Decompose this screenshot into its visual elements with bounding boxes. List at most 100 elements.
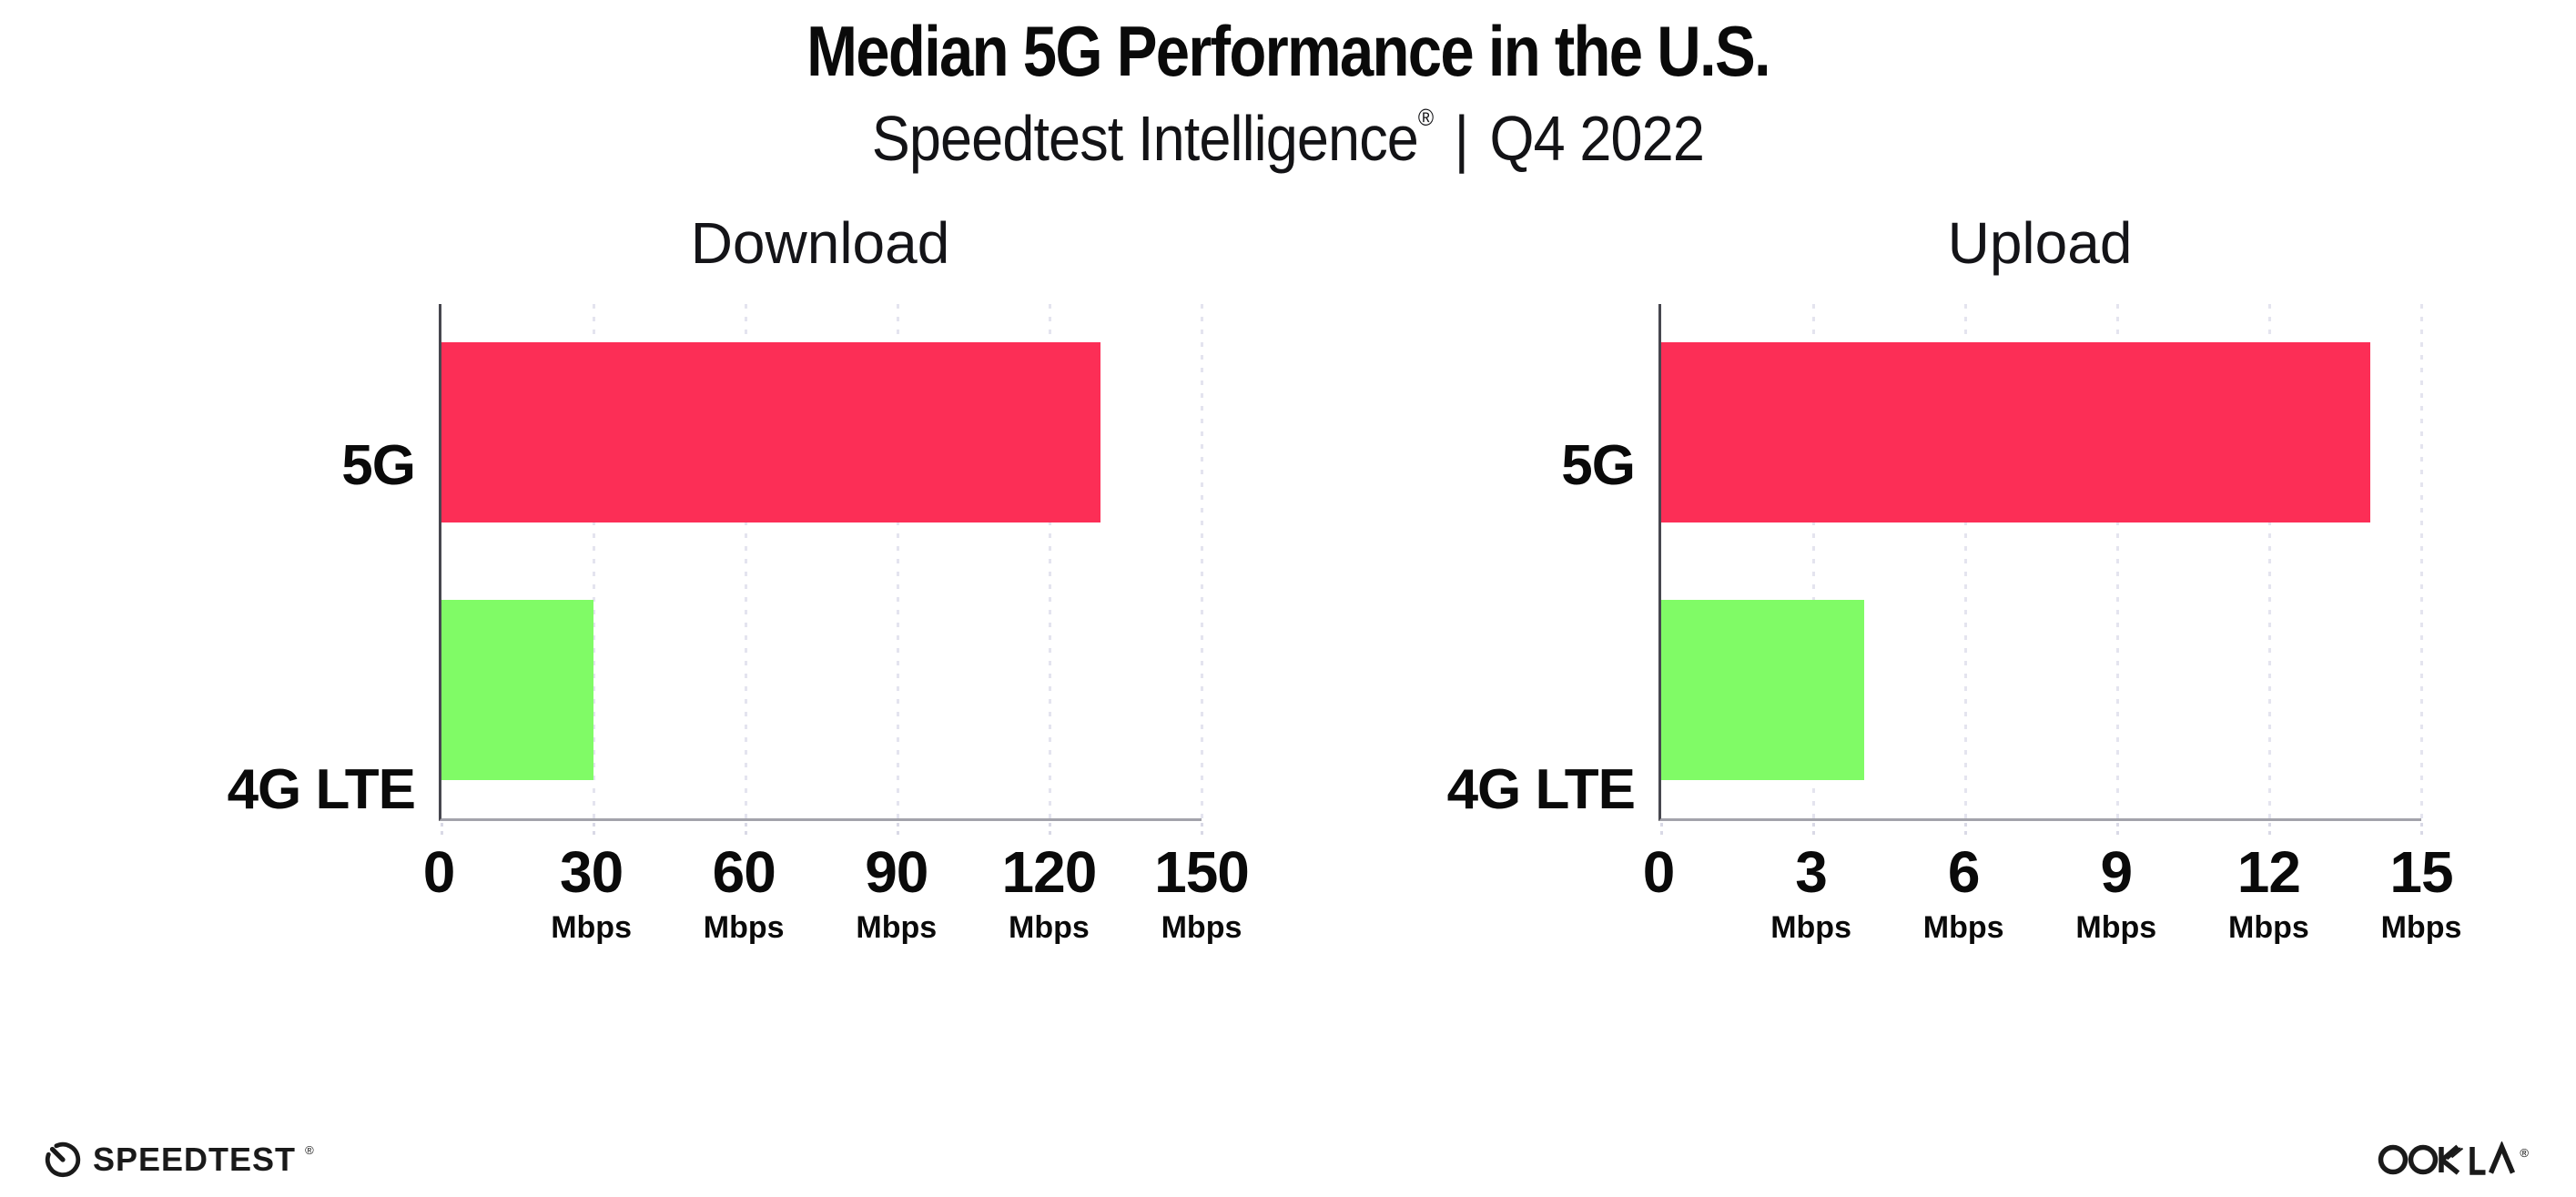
gridline	[744, 303, 747, 819]
y-axis-labels: 5G 4G LTE	[155, 304, 439, 952]
x-tick: 15 Mbps	[2381, 843, 2462, 946]
x-tick: 90 Mbps	[856, 843, 937, 946]
tick-value: 0	[422, 839, 456, 906]
category-label-4g-lte: 4G LTE	[227, 758, 416, 822]
x-axis-ticks: 0 3 Mbps 6 Mbps 9 Mbps 12 Mbps 15 Mbps	[1643, 843, 2462, 952]
tick-unit: Mbps	[2075, 910, 2157, 946]
plot-area-upload	[1658, 303, 2423, 837]
x-tick: 0	[1642, 839, 1676, 906]
y-label-row: 4G LTE	[1374, 628, 1658, 952]
bar-4g-lte	[1661, 599, 1864, 780]
tick-mark	[1048, 823, 1051, 837]
gridline	[1811, 303, 1815, 819]
page-subtitle: Speedtest Intelligence® | Q4 2022	[0, 102, 2576, 175]
chart-body-upload: 5G 4G LTE 0 3 Mbps 6 Mbps 9 Mbps 12 Mbps 15 Mbps	[1374, 303, 2462, 952]
tick-value: 12	[2236, 839, 2301, 906]
tick-value: 6	[1947, 839, 1981, 906]
subtitle-divider: |	[1454, 102, 1469, 174]
speedtest-logo: SPEEDTEST ®	[42, 1139, 314, 1181]
bar-5g	[1661, 342, 2371, 523]
tick-unit: Mbps	[1009, 910, 1090, 946]
tick-value: 120	[1001, 839, 1098, 906]
chart-title-upload: Upload	[1947, 209, 2133, 276]
tick-unit: Mbps	[1922, 910, 2004, 946]
speedtest-wordmark: SPEEDTEST	[93, 1141, 297, 1178]
bar-row	[441, 304, 1202, 562]
page-subtitle-text: Speedtest Intelligence® | Q4 2022	[871, 102, 1705, 175]
subtitle-brand: Speedtest Intelligence	[871, 102, 1419, 174]
gridline	[1200, 303, 1203, 819]
x-tick: 120 Mbps	[1001, 839, 1098, 946]
y-axis-labels: 5G 4G LTE	[1374, 304, 1658, 952]
tick-unit: Mbps	[856, 910, 938, 946]
tick-mark	[1200, 823, 1203, 837]
y-label-row: 5G	[1374, 304, 1658, 628]
tick-unit: Mbps	[703, 910, 785, 946]
ookla-logo: OOKLA ®	[2378, 1141, 2529, 1178]
x-tick: 9 Mbps	[2075, 843, 2156, 946]
chart-body-download: 5G 4G LTE 0 30 Mbps 60 Mbps 90 Mbps 120 Mbps 150 Mbp…	[155, 303, 1250, 952]
subtitle-period: Q4 2022	[1489, 102, 1705, 174]
tick-mark	[440, 823, 443, 837]
y-label-row: 4G LTE	[155, 628, 439, 952]
x-tick: 30 Mbps	[551, 843, 632, 946]
page-title: Median 5G Performance in the U.S.	[0, 11, 2576, 91]
tick-mark	[2419, 823, 2423, 837]
tick-value: 9	[2100, 839, 2134, 906]
header: Median 5G Performance in the U.S. Speedt…	[0, 0, 2576, 175]
y-label-row: 5G	[155, 304, 439, 628]
gridline	[2419, 303, 2423, 819]
plot-wrap-upload: 0 3 Mbps 6 Mbps 9 Mbps 12 Mbps 15 Mbps	[1643, 303, 2462, 952]
tick-value: 90	[865, 839, 928, 906]
tick-unit: Mbps	[551, 910, 632, 946]
tick-mark	[592, 823, 595, 837]
tick-mark	[744, 823, 747, 837]
x-tick: 150 Mbps	[1154, 843, 1250, 946]
category-label-5g: 5G	[341, 434, 416, 498]
registered-mark: ®	[1418, 103, 1434, 131]
speedtest-gauge-icon	[45, 1141, 81, 1178]
bar-row	[441, 562, 1202, 819]
chart-panel-upload: Upload 5G 4G LTE 0 3 Mbps 6 Mbps 9 Mbps 12 Mbps 15 Mb…	[1374, 209, 2462, 952]
tick-value: 60	[712, 839, 776, 906]
tick-unit: Mbps	[1770, 910, 1851, 946]
x-tick: 60 Mbps	[704, 843, 785, 946]
x-axis-ticks: 0 30 Mbps 60 Mbps 90 Mbps 120 Mbps 150 Mbps	[423, 839, 1250, 952]
plot-wrap-download: 0 30 Mbps 60 Mbps 90 Mbps 120 Mbps 150 Mbps	[423, 303, 1250, 952]
bar-row	[1661, 304, 2421, 562]
plot-area-download	[439, 303, 1203, 837]
ookla-wordmark	[2378, 1141, 2516, 1175]
gridline	[1963, 303, 1967, 819]
bar-4g-lte	[441, 599, 593, 780]
tick-value: 0	[1642, 839, 1676, 906]
tick-mark	[2115, 823, 2119, 837]
bar-row	[1661, 562, 2421, 819]
page-title-text: Median 5G Performance in the U.S.	[806, 11, 1771, 91]
chart-panel-download: Download 5G 4G LTE 0 30 Mbps 60 Mbps 90 Mbps 120 Mb…	[155, 209, 1250, 952]
gridline	[2115, 303, 2119, 819]
x-tick: 12 Mbps	[2228, 843, 2309, 946]
x-tick: 3 Mbps	[1770, 843, 1851, 946]
charts-row: Download 5G 4G LTE 0 30 Mbps 60 Mbps 90 Mbps 120 Mb…	[0, 209, 2576, 952]
tick-unit: Mbps	[1161, 910, 1242, 946]
tick-value: 3	[1795, 839, 1828, 906]
ookla-registered-mark: ®	[2520, 1146, 2529, 1160]
gridline	[896, 303, 899, 819]
gridline	[1048, 303, 1051, 819]
x-tick: 6 Mbps	[1923, 843, 2004, 946]
tick-mark	[1659, 823, 1663, 837]
tick-unit: Mbps	[2380, 910, 2462, 946]
chart-title-download: Download	[690, 209, 950, 276]
footer: SPEEDTEST ® OOKLA ®	[42, 1139, 2529, 1181]
tick-unit: Mbps	[2228, 910, 2309, 946]
bar-5g	[441, 342, 1100, 523]
tick-value: 15	[2389, 839, 2453, 906]
speedtest-registered-mark: ®	[305, 1143, 314, 1157]
tick-mark	[1963, 823, 1967, 837]
tick-mark	[2267, 823, 2271, 837]
gridline	[2267, 303, 2271, 819]
gridline	[592, 303, 595, 819]
tick-value: 30	[560, 839, 624, 906]
tick-mark	[1811, 823, 1815, 837]
